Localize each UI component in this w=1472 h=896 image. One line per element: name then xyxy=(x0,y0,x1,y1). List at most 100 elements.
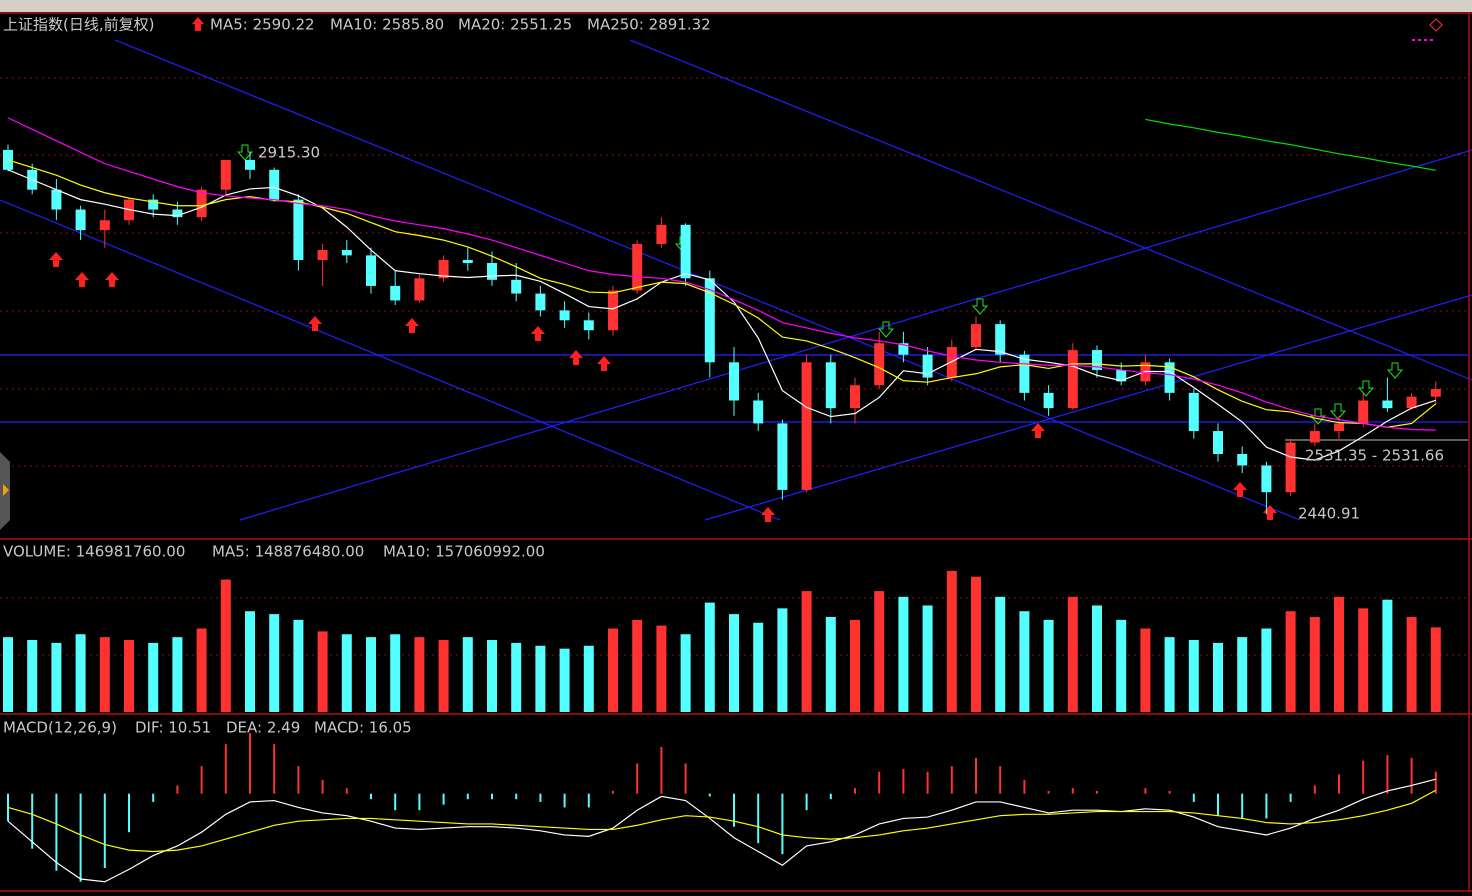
volume-bar xyxy=(1067,596,1078,712)
volume-bar xyxy=(1092,605,1102,712)
candle-body xyxy=(196,189,207,218)
candle-body xyxy=(753,400,764,424)
candle-body xyxy=(1164,362,1175,393)
menu-strip xyxy=(0,0,1472,12)
volume-bar xyxy=(729,614,739,712)
candle-body xyxy=(438,259,449,279)
buy-arrow xyxy=(405,318,419,333)
buy-arrow xyxy=(308,316,322,331)
volume-bar xyxy=(1285,611,1296,712)
candle-body xyxy=(583,320,594,331)
candle-body xyxy=(995,324,1006,355)
volume-bar xyxy=(608,628,618,712)
volume-bar xyxy=(1382,599,1393,712)
candle-body xyxy=(777,423,788,490)
legend-entry: MA5: 148876480.00 xyxy=(212,543,364,561)
ma-line xyxy=(7,778,1436,883)
candle-body xyxy=(1188,392,1199,432)
buy-arrow xyxy=(75,272,89,287)
candle-body xyxy=(801,362,812,490)
volume-bar xyxy=(632,619,643,712)
candle-body xyxy=(946,347,957,378)
volume-bar xyxy=(1043,619,1054,712)
candle-body xyxy=(1285,442,1296,493)
buy-arrow xyxy=(1233,482,1247,497)
candle-body xyxy=(680,224,691,279)
candle-body xyxy=(656,224,667,244)
legend-entry: MA5: 2590.22 xyxy=(210,16,315,34)
candle-body xyxy=(1406,396,1417,409)
volume-bar xyxy=(220,579,231,712)
volume-bar xyxy=(971,576,981,712)
sell-arrow xyxy=(1309,408,1327,425)
signal-arrows xyxy=(49,144,1404,522)
sell-arrow xyxy=(236,144,254,161)
volume-bar xyxy=(438,640,449,712)
sell-arrow xyxy=(1329,403,1347,420)
volume-bar xyxy=(1213,642,1223,712)
candle-body xyxy=(971,324,981,348)
volume-bar xyxy=(245,611,255,712)
candle-body xyxy=(51,189,62,210)
candle-body xyxy=(825,362,836,409)
candle-body xyxy=(729,362,739,401)
annotation: 2915.30 xyxy=(258,144,320,162)
candle-body xyxy=(535,293,546,311)
volume-bar xyxy=(704,602,715,712)
volume-bar xyxy=(487,640,497,712)
headers: 上证指数(日线,前复权) MA5: 2590.22 MA10: 2585.80 … xyxy=(3,16,1444,737)
candle-body xyxy=(1067,350,1078,409)
volume-bar xyxy=(1358,608,1369,712)
candle-body xyxy=(293,199,304,260)
candle-body xyxy=(1358,400,1369,424)
volume-bar xyxy=(1140,628,1151,712)
buy-arrow xyxy=(531,326,545,341)
candle-body xyxy=(1261,465,1272,493)
candle-body xyxy=(1334,423,1344,432)
panes xyxy=(0,12,1472,892)
volume-bar xyxy=(946,570,957,712)
candle-body xyxy=(511,279,522,294)
candle-body xyxy=(1309,431,1320,443)
volume-bar xyxy=(1164,637,1175,712)
volume-bar xyxy=(559,648,570,712)
buy-arrow xyxy=(569,350,583,365)
candle-body xyxy=(1213,431,1223,454)
buy-arrow xyxy=(597,356,611,371)
candle-body xyxy=(704,278,715,363)
sell-arrow xyxy=(877,321,895,338)
candle-body xyxy=(148,199,159,210)
volume-bar xyxy=(3,637,13,712)
candle-body xyxy=(487,263,497,280)
candle-body xyxy=(245,159,255,170)
volume-bar xyxy=(75,634,86,712)
legend-entry: MA10: 2585.80 xyxy=(330,16,444,34)
volume-bar xyxy=(656,625,667,712)
volume-bar xyxy=(27,640,38,712)
sell-arrow xyxy=(971,298,989,315)
candle-body xyxy=(850,385,860,409)
buy-arrow xyxy=(761,507,775,522)
volume-bar xyxy=(850,619,860,712)
volume-bar xyxy=(801,591,812,712)
candle-body xyxy=(269,169,280,200)
candle-body xyxy=(632,243,643,291)
candle-body xyxy=(172,209,183,218)
annotation: 2531.35 - 2531.66 xyxy=(1305,447,1444,465)
volume-bar xyxy=(1237,637,1248,712)
volume-bar xyxy=(1430,627,1441,712)
volume-bar xyxy=(680,634,691,712)
ma-line xyxy=(7,789,1437,853)
candle-body xyxy=(390,285,401,301)
legend-entry: DEA: 2.49 xyxy=(226,719,300,737)
volume-bar xyxy=(1019,611,1030,712)
volume-bar xyxy=(414,637,425,712)
volume-bar xyxy=(1406,616,1417,712)
candle-body xyxy=(366,255,376,286)
volume-bar xyxy=(753,622,764,712)
volume-bar xyxy=(898,596,909,712)
volume-bar xyxy=(1261,628,1272,712)
candle-body xyxy=(559,310,570,321)
candle-body xyxy=(898,343,909,355)
legend-entry: DIF: 10.51 xyxy=(135,719,211,737)
